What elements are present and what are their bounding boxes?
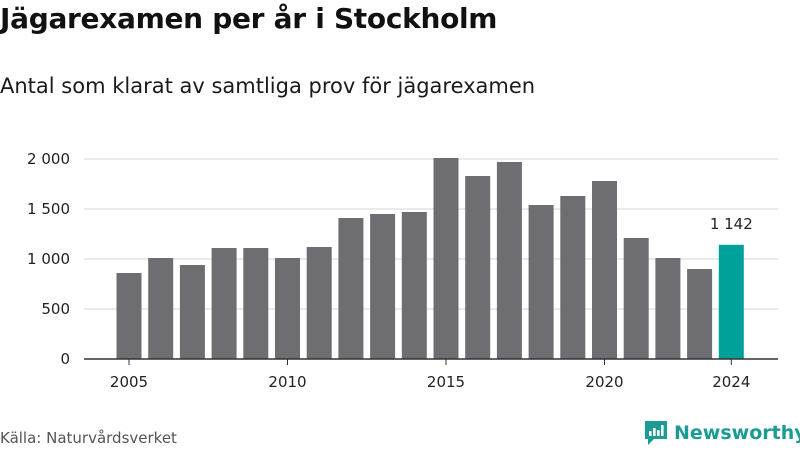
y-tick-label: 1 500 bbox=[27, 200, 70, 218]
chart-subtitle: Antal som klarat av samtliga prov för jä… bbox=[0, 74, 536, 98]
bar bbox=[433, 158, 459, 359]
bar bbox=[211, 248, 237, 359]
bar bbox=[623, 238, 649, 359]
x-tick-label: 2020 bbox=[585, 373, 623, 391]
bar bbox=[306, 247, 332, 359]
newsworthy-logo-icon bbox=[645, 421, 667, 445]
bar bbox=[655, 258, 681, 359]
bar bbox=[687, 269, 713, 359]
y-tick-label: 0 bbox=[60, 350, 70, 368]
bar bbox=[528, 205, 554, 359]
x-tick-label: 2005 bbox=[110, 373, 148, 391]
source-note: Källa: Naturvårdsverket bbox=[0, 429, 177, 447]
x-tick-label: 2010 bbox=[268, 373, 306, 391]
bar bbox=[465, 176, 491, 359]
bar bbox=[116, 273, 142, 359]
bar bbox=[338, 218, 364, 359]
brand-logo[interactable]: Newsworthy bbox=[644, 420, 800, 446]
bar bbox=[275, 258, 300, 359]
bar bbox=[496, 162, 522, 359]
x-tick-label: 2024 bbox=[712, 373, 750, 391]
highlight-bar bbox=[718, 244, 744, 359]
bar bbox=[148, 258, 174, 359]
y-tick-label: 2 000 bbox=[27, 150, 70, 168]
chart-title: Jägarexamen per år i Stockholm bbox=[0, 2, 498, 35]
bar-chart: 0 500 1 000 1 500 2 000 1 142 2005 2010 2015 2020… bbox=[27, 150, 778, 391]
bar bbox=[560, 196, 586, 359]
bar bbox=[401, 212, 427, 359]
y-tick-label: 1 000 bbox=[27, 250, 70, 268]
bar bbox=[243, 248, 269, 359]
bar bbox=[370, 214, 396, 359]
x-tick-label: 2015 bbox=[427, 373, 465, 391]
data-label: 1 142 bbox=[710, 215, 753, 233]
bar bbox=[592, 181, 617, 359]
brand-name: Newsworthy bbox=[674, 422, 800, 444]
bar bbox=[179, 265, 205, 359]
y-tick-label: 500 bbox=[41, 300, 70, 318]
